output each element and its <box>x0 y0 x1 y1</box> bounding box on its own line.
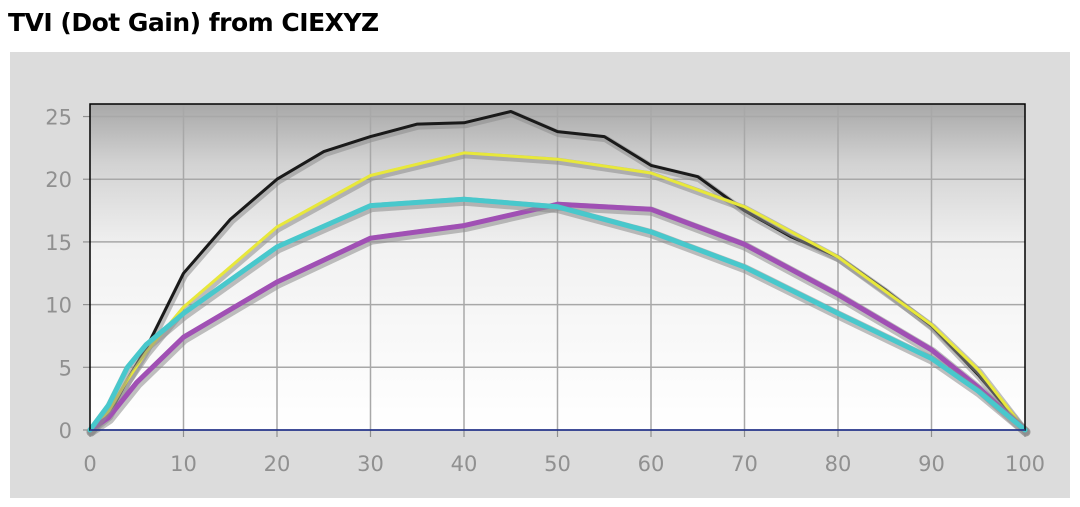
y-tick-label: 20 <box>45 168 72 192</box>
x-tick-label: 70 <box>731 452 758 476</box>
series-line <box>87 196 1028 433</box>
x-tick-label: 90 <box>918 452 945 476</box>
y-tick-label: 0 <box>59 419 72 443</box>
x-tick-label: 30 <box>357 452 384 476</box>
x-tick-labels: 0 10 20 30 40 50 60 70 80 90 100 <box>83 452 1045 476</box>
y-tick-label: 25 <box>45 106 72 130</box>
series-line <box>87 201 1028 433</box>
y-tick-label: 10 <box>45 294 72 318</box>
y-tick-label: 5 <box>59 356 72 380</box>
x-tick-label: 40 <box>451 452 478 476</box>
series-layer <box>86 110 1031 437</box>
x-tick-label: 0 <box>83 452 96 476</box>
y-tick-label: 15 <box>45 231 72 255</box>
x-tick-label: 100 <box>1005 452 1045 476</box>
y-tick-labels: 0 5 10 15 20 25 <box>45 106 72 443</box>
x-tick-label: 80 <box>825 452 852 476</box>
chart-title: TVI (Dot Gain) from CIEXYZ <box>8 8 379 37</box>
grid-lines <box>83 104 1026 437</box>
x-tick-label: 50 <box>544 452 571 476</box>
x-tick-label: 20 <box>264 452 291 476</box>
x-tick-label: 10 <box>170 452 197 476</box>
series-line <box>88 151 1027 432</box>
x-tick-label: 60 <box>638 452 665 476</box>
